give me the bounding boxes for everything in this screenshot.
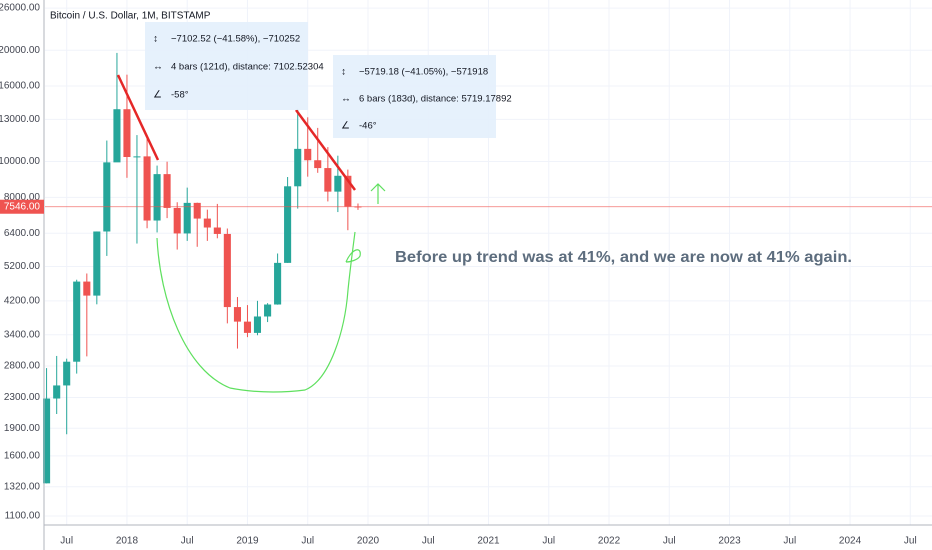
- measure-text: −7102.52 (−41.58%), −710252: [171, 34, 300, 45]
- measure-text: -46°: [359, 121, 377, 132]
- x-tick-label: Jul: [60, 536, 73, 547]
- candle-body: [93, 231, 101, 296]
- measure-icon: ↔: [153, 62, 163, 73]
- candle-body: [253, 316, 262, 333]
- axis-labels: 1100.00 1320.00 1600.00 1900.00 2300.00 2800.…: [0, 3, 917, 547]
- measure-icon: ↕: [341, 67, 346, 78]
- measure-box: [145, 22, 308, 110]
- candle-body: [284, 186, 292, 263]
- candle-body: [183, 202, 191, 234]
- y-tick-label: 4200.00: [4, 295, 41, 306]
- y-tick-label: 1320.00: [4, 481, 41, 492]
- y-tick-label: 1600.00: [4, 450, 41, 461]
- x-tick-label: Jul: [904, 536, 917, 547]
- measure-icon: ↔: [341, 94, 351, 105]
- y-tick-label: 20000.00: [0, 45, 40, 56]
- candle-body: [243, 321, 252, 333]
- candle-body: [314, 160, 322, 169]
- candle-body: [324, 168, 332, 192]
- grid: [45, 0, 932, 525]
- x-tick-label: Jul: [663, 536, 676, 547]
- freehand-curve: [156, 231, 356, 393]
- measure-texts: ↕ −7102.52 (−41.58%), −710252 ↔ 4 bars (121…: [153, 34, 512, 132]
- candle-body: [133, 156, 141, 158]
- candle-body: [173, 207, 181, 234]
- trend-line: [294, 109, 357, 191]
- measure-box: [333, 55, 496, 138]
- candle-body: [294, 148, 302, 187]
- candle-body: [53, 385, 61, 399]
- candle-body: [43, 398, 51, 484]
- candle-body: [264, 304, 272, 317]
- candle-body: [213, 227, 221, 234]
- x-tick-label: Jul: [181, 536, 194, 547]
- candle-body: [123, 109, 131, 158]
- current-price-label: 7546.00: [4, 201, 41, 212]
- annotation: Before up trend was at 41%, and we are n…: [395, 249, 852, 266]
- x-tick-label: Jul: [422, 536, 435, 547]
- measure-icon: ∠: [341, 121, 350, 132]
- x-tick-label: 2023: [718, 536, 741, 547]
- y-tick-label: 26000.00: [0, 3, 40, 14]
- candle-body: [153, 174, 161, 221]
- y-tick-label: 8000.00: [4, 192, 41, 203]
- candle-body: [83, 281, 91, 296]
- x-tick-label: 2019: [236, 536, 259, 547]
- y-tick-label: 5200.00: [4, 261, 41, 272]
- candle-body: [334, 175, 342, 192]
- x-tick-label: 2020: [357, 536, 380, 547]
- candle-body: [274, 262, 282, 305]
- measure-text: -58°: [171, 90, 189, 101]
- candles: [43, 52, 362, 484]
- y-tick-label: 6400.00: [4, 228, 41, 239]
- trend-line: [116, 74, 160, 161]
- y-tick-label: 16000.00: [0, 81, 40, 92]
- y-tick-label: 2300.00: [4, 392, 41, 403]
- measure-icon: ∠: [153, 90, 162, 101]
- candle-body: [233, 307, 242, 322]
- y-tick-label: 13000.00: [0, 114, 40, 125]
- candle-body: [193, 202, 201, 219]
- y-tick-label: 10000.00: [0, 156, 40, 167]
- up-arrow: [370, 183, 386, 204]
- y-tick-label: 2800.00: [4, 361, 41, 372]
- candle-body: [113, 109, 121, 163]
- x-tick-label: 2021: [477, 536, 500, 547]
- x-tick-label: 2024: [839, 536, 862, 547]
- candle-body: [203, 218, 211, 228]
- candle-body: [143, 156, 151, 221]
- freehand-arrow: [345, 249, 361, 263]
- y-tick-label: 1100.00: [5, 511, 41, 522]
- candle-body: [73, 281, 81, 362]
- candle-body: [103, 162, 111, 232]
- current-price-tag: [0, 199, 44, 214]
- x-tick-label: Jul: [542, 536, 555, 547]
- measure-icon: ↕: [153, 34, 158, 45]
- x-tick-label: Jul: [301, 536, 314, 547]
- x-tick-label: 2022: [598, 536, 621, 547]
- candle-body: [163, 174, 171, 208]
- measure-text: 4 bars (121d), distance: 7102.52304: [171, 62, 324, 73]
- candle-body: [304, 148, 312, 161]
- measure-text: −5719.18 (−41.05%), −571918: [359, 67, 488, 78]
- y-tick-label: 1900.00: [4, 423, 41, 434]
- y-tick-label: 3400.00: [4, 329, 41, 340]
- candle-body: [344, 175, 352, 207]
- x-tick-label: 2018: [116, 536, 139, 547]
- x-tick-label: Jul: [783, 536, 796, 547]
- measure-text: 6 bars (183d), distance: 5719.17892: [359, 94, 512, 105]
- candle-body: [63, 361, 71, 386]
- candle-body: [223, 233, 231, 308]
- chart-title: Bitcoin / U.S. Dollar, 1M, BITSTAMP: [50, 11, 211, 22]
